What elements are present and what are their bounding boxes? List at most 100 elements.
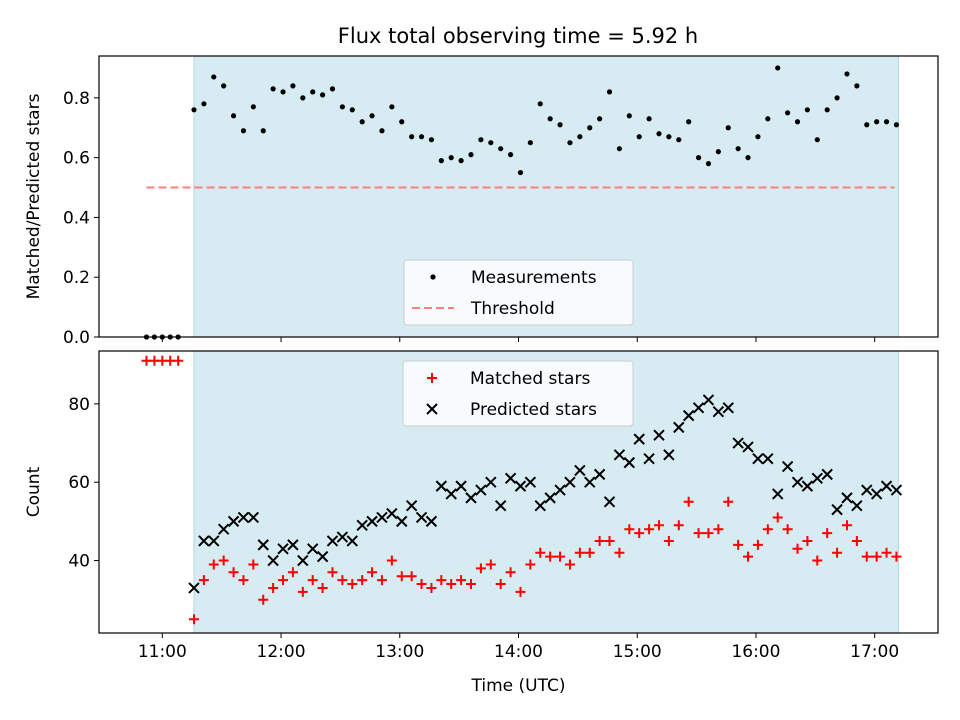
- matched-stars-point: [881, 547, 892, 558]
- predicted-stars-point: [316, 550, 329, 563]
- measurement-point: [458, 158, 464, 164]
- measurement-point: [626, 113, 632, 119]
- matched-stars-point: [416, 579, 427, 590]
- matched-stars-point: [762, 524, 773, 535]
- predicted-stars-point: [613, 449, 626, 461]
- measurement-point: [854, 83, 860, 89]
- predicted-stars-point: [237, 511, 250, 524]
- matched-stars-point: [317, 582, 328, 593]
- predicted-stars-point: [386, 507, 398, 520]
- predicted-stars-point: [742, 441, 754, 453]
- predicted-stars-point: [217, 523, 230, 535]
- matched-stars-point: [297, 586, 308, 597]
- matched-stars-point: [446, 579, 457, 590]
- ratio-panel: 0.0 0.2 0.4 0.6 0.8 Matched/Predicted stars Me…: [24, 55, 939, 348]
- matched-stars-point: [218, 555, 229, 566]
- matched-stars-point: [624, 524, 635, 535]
- predicted-stars-point: [584, 476, 596, 488]
- matched-stars-point: [248, 559, 259, 570]
- matched-stars-point: [228, 567, 239, 578]
- predicted-stars-point: [534, 500, 546, 512]
- matched-stars-point: [851, 535, 862, 546]
- legend-measurements-marker: [430, 274, 436, 280]
- predicted-stars-point: [396, 515, 408, 528]
- predicted-stars-point: [890, 484, 903, 496]
- matched-stars-point: [515, 586, 526, 597]
- measurement-point: [705, 161, 712, 167]
- matched-stars-point: [802, 535, 813, 546]
- y-tick-label: 60: [68, 473, 90, 493]
- measurement-point: [507, 152, 514, 158]
- predicted-stars-point: [366, 515, 378, 528]
- legend-matched-marker: [427, 373, 437, 383]
- matched-stars-point: [861, 551, 872, 562]
- matched-stars-point: [693, 528, 704, 539]
- y-tick-label: 0.8: [63, 89, 90, 109]
- predicted-stars-point: [475, 484, 487, 496]
- measurement-point: [606, 89, 613, 95]
- predicted-stars-point: [346, 535, 358, 547]
- matched-stars-point: [307, 575, 318, 586]
- matched-stars-point: [584, 547, 595, 558]
- x-tick-label: 13:00: [375, 642, 424, 662]
- predicted-stars-point: [544, 492, 556, 504]
- legend: Measurements Threshold: [403, 259, 634, 326]
- predicted-stars-point: [198, 535, 210, 547]
- measurement-point: [676, 137, 682, 143]
- measurement-point: [230, 113, 237, 119]
- predicted-stars-point: [673, 421, 685, 434]
- predicted-stars-point: [870, 488, 883, 500]
- predicted-stars-point: [692, 402, 705, 414]
- predicted-stars-point: [702, 394, 715, 406]
- measurement-point: [260, 128, 266, 134]
- matched-stars-point: [594, 535, 605, 546]
- x-tick-label: 15:00: [613, 642, 662, 662]
- measurement-point: [349, 107, 355, 113]
- predicted-stars-point: [465, 492, 477, 504]
- predicted-stars-point: [831, 503, 843, 516]
- predicted-stars-point: [504, 472, 517, 484]
- predicted-stars-point: [722, 402, 734, 414]
- matched-stars-point: [406, 571, 417, 582]
- y-tick-label: 0.0: [63, 328, 90, 348]
- x-tick-label: 16:00: [731, 642, 780, 662]
- measurement-point: [775, 65, 781, 71]
- matched-stars-point: [386, 555, 397, 566]
- measurement-point: [587, 125, 593, 131]
- y-axis-label: Matched/Predicted stars: [24, 93, 44, 299]
- predicted-stars-point: [208, 535, 220, 547]
- legend-box: [402, 360, 634, 427]
- predicted-stars-point: [712, 406, 725, 418]
- predicted-stars-point: [593, 468, 606, 481]
- legend-label: Threshold: [470, 299, 555, 319]
- predicted-stars-point: [554, 484, 566, 496]
- predicted-stars-point: [880, 480, 893, 492]
- measurement-point: [844, 71, 850, 77]
- chart-title: Flux total observing time = 5.92 h: [338, 24, 698, 48]
- matched-stars-point: [574, 547, 585, 558]
- matched-stars-point: [535, 547, 546, 558]
- measurement-point: [221, 83, 227, 89]
- measurement-point: [824, 107, 830, 113]
- matched-stars-point: [891, 551, 902, 562]
- matched-stars-point: [663, 535, 674, 546]
- measurement-point: [369, 113, 375, 119]
- matched-stars-point: [555, 551, 566, 562]
- measurement-point: [359, 119, 365, 125]
- predicted-stars-point: [267, 554, 279, 567]
- measurement-point: [240, 128, 247, 134]
- measurement-point: [201, 101, 207, 107]
- predicted-stars-point: [574, 464, 586, 477]
- measurement-point: [636, 134, 642, 140]
- legend-label: Matched stars: [470, 369, 590, 389]
- predicted-stars-point: [861, 484, 873, 496]
- predicted-stars-point: [455, 480, 467, 492]
- matched-stars-point: [564, 559, 575, 570]
- measurement-point: [300, 95, 306, 101]
- matched-stars-point: [782, 524, 793, 535]
- matched-stars-point: [357, 575, 368, 586]
- predicted-stars-point: [247, 511, 260, 524]
- measurement-point: [428, 137, 435, 143]
- measurement-point: [211, 74, 217, 80]
- measurement-point: [329, 86, 336, 92]
